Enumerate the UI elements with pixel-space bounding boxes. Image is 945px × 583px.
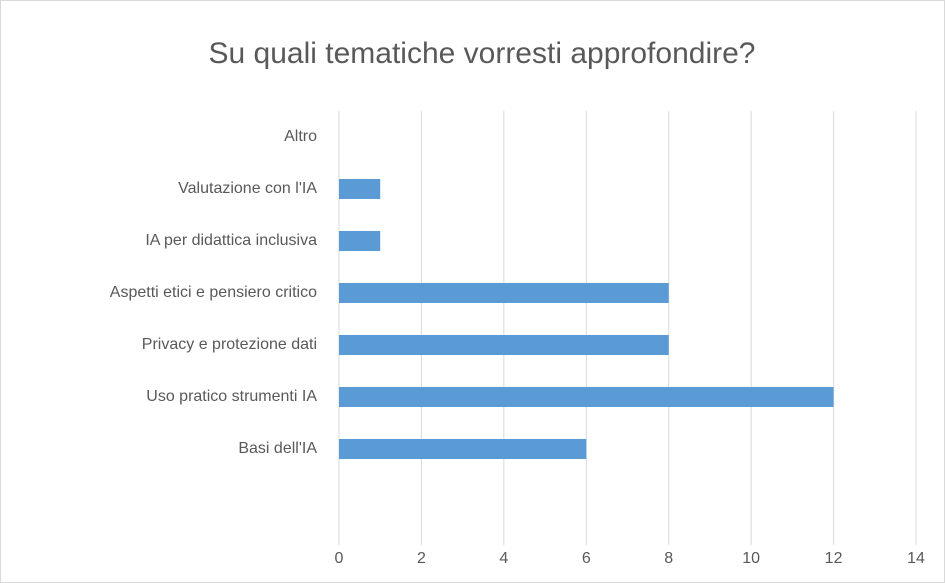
x-tick-label: 0 — [335, 550, 344, 567]
bar — [339, 387, 834, 407]
bar — [339, 231, 381, 251]
x-tick-label: 2 — [417, 550, 426, 567]
bar — [339, 283, 669, 303]
x-tick-label: 10 — [742, 550, 760, 567]
chart-title: Su quali tematiche vorresti approfondire… — [209, 37, 756, 70]
x-tick-label: 12 — [825, 550, 843, 567]
bar — [339, 439, 587, 459]
bar — [339, 335, 669, 355]
y-tick-label: Altro — [284, 128, 317, 145]
x-tick-label: 14 — [907, 550, 925, 567]
y-tick-label: Valutazione con l'IA — [178, 180, 317, 197]
x-tick-label: 8 — [664, 550, 673, 567]
y-tick-label: Uso pratico strumenti IA — [146, 388, 317, 405]
y-tick-label: Basi dell'IA — [238, 440, 317, 457]
bar — [339, 179, 381, 199]
x-tick-label: 4 — [499, 550, 508, 567]
y-tick-label: Privacy e protezione dati — [142, 336, 317, 353]
x-tick-label: 6 — [582, 550, 591, 567]
y-tick-label: IA per didattica inclusiva — [145, 232, 317, 249]
y-tick-label: Aspetti etici e pensiero critico — [110, 284, 317, 301]
